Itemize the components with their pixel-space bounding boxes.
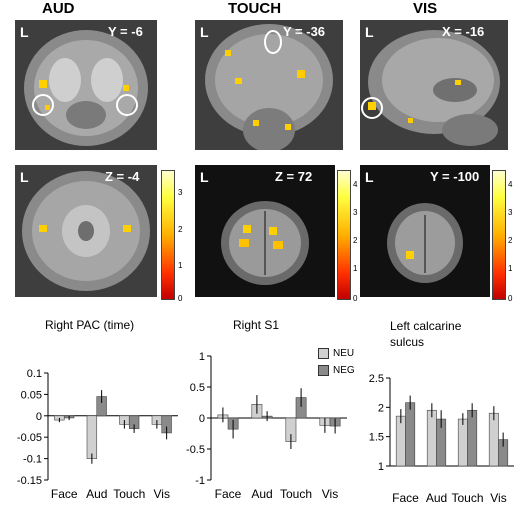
colorbar-tick: 3 <box>353 208 358 217</box>
y-tick-label: 1 <box>378 461 384 473</box>
brain-axial-aud-image <box>22 171 150 291</box>
chart-title-right-pac: Right PAC (time) <box>45 318 135 332</box>
brain-axial-touch-image <box>221 201 309 285</box>
column-title-aud: AUD <box>42 0 75 17</box>
colorbar-tick: 3 <box>178 188 183 197</box>
y-tick-label: -0.1 <box>23 454 42 466</box>
bar-neg <box>405 402 416 467</box>
panel-label-left: L <box>20 169 29 185</box>
chart-title-left-calcarine: Left calcarine sulcus <box>390 319 462 349</box>
panel-label-left: L <box>20 24 29 40</box>
colorbar-tick: 1 <box>353 264 358 273</box>
slice-coordinate: X = -16 <box>442 24 485 39</box>
bar-chart-right-s1: -1 -0.5 0 0.5 1 Face Aud Touch Vis <box>186 351 347 501</box>
colorbar-tick: 2 <box>353 236 358 245</box>
panel-label-left: L <box>365 24 374 40</box>
x-tick-label: Aud <box>426 491 447 505</box>
y-tick-label: 2.5 <box>369 373 384 385</box>
colorbar-tick: 1 <box>508 264 513 273</box>
panel-label-left: L <box>365 169 374 185</box>
colorbar-tick: 4 <box>353 180 358 189</box>
x-tick-label: Face <box>51 487 78 501</box>
legend-label-neg: NEG <box>333 365 355 376</box>
slice-coordinate: Y = -100 <box>430 169 480 184</box>
colorbar-vis <box>492 170 506 300</box>
x-tick-label: Vis <box>490 491 506 505</box>
y-tick-label: 0 <box>199 413 205 425</box>
colorbar-tick: 4 <box>508 180 513 189</box>
y-tick-label: -0.05 <box>17 432 42 444</box>
x-tick-label: Touch <box>113 487 145 501</box>
column-title-touch: TOUCH <box>228 0 282 17</box>
bar-neu <box>426 409 437 467</box>
panel-label-left: L <box>200 169 209 185</box>
colorbar-touch <box>337 170 351 300</box>
brain-coronal-touch: L Y = -36 <box>195 20 343 150</box>
colorbar-tick: 3 <box>508 208 513 217</box>
colorbar-aud <box>161 170 175 300</box>
colorbar-tick: 2 <box>178 225 183 234</box>
x-tick-label: Touch <box>280 487 312 501</box>
legend-swatch-neu <box>318 348 329 359</box>
brain-sagittal-vis: L X = -16 <box>360 20 508 150</box>
colorbar-tick: 0 <box>353 294 358 303</box>
legend-swatch-neg <box>318 365 329 376</box>
brain-axial-aud: L Z = -4 <box>15 165 157 297</box>
slice-coordinate: Z = 72 <box>275 169 313 184</box>
x-tick-label: Touch <box>451 491 483 505</box>
brain-coronal-vis-image <box>387 203 463 283</box>
bar-neu <box>395 415 406 467</box>
colorbar-tick: 0 <box>508 294 513 303</box>
x-tick-label: Aud <box>251 487 272 501</box>
panel-label-left: L <box>200 24 209 40</box>
y-tick-label: -1 <box>195 475 205 487</box>
bar-neu <box>457 418 468 467</box>
brain-coronal-aud: L Y = -6 <box>15 20 157 150</box>
brain-sagittal-vis-image <box>361 30 500 146</box>
x-tick-label: Vis <box>154 487 170 501</box>
colorbar-tick: 2 <box>508 236 513 245</box>
slice-coordinate: Y = -6 <box>108 24 143 39</box>
x-tick-label: Vis <box>322 487 338 501</box>
colorbar-tick: 1 <box>178 261 183 270</box>
y-tick-label: 1.5 <box>369 432 384 444</box>
y-tick-label: 0 <box>36 411 42 423</box>
legend-label-neu: NEU <box>333 348 355 359</box>
x-tick-label: Face <box>215 487 242 501</box>
bar-neg <box>467 409 478 467</box>
y-tick-label: 2 <box>378 402 384 414</box>
slice-coordinate: Y = -36 <box>283 24 326 39</box>
y-tick-label: 0.1 <box>27 368 42 380</box>
bar-chart-right-pac: -0.15 -0.1 -0.05 0 0.05 0.1 Face Aud Touch Vis <box>17 368 178 501</box>
legend: NEU NEG <box>318 348 355 376</box>
x-tick-label: Aud <box>86 487 107 501</box>
bar-chart-left-calcarine: 1 1.5 2 2.5 Face Aud Touch Vis <box>369 373 514 505</box>
y-tick-label: 1 <box>199 351 205 363</box>
brain-coronal-vis: L Y = -100 <box>360 165 490 297</box>
y-tick-label: -0.5 <box>186 444 205 456</box>
bar-neu <box>488 412 499 467</box>
y-tick-label: 0.05 <box>21 389 42 401</box>
column-title-vis: VIS <box>413 0 438 17</box>
x-tick-label: Face <box>392 491 419 505</box>
brain-coronal-aud-image <box>24 30 148 146</box>
brain-coronal-touch-image <box>205 24 333 150</box>
bar-neu <box>86 415 98 459</box>
y-tick-label: -0.15 <box>17 475 42 487</box>
colorbar-tick: 0 <box>178 294 183 303</box>
chart-title-right-s1: Right S1 <box>233 318 280 332</box>
y-tick-label: 0.5 <box>190 382 205 394</box>
brain-axial-touch: L Z = 72 <box>195 165 335 297</box>
slice-coordinate: Z = -4 <box>105 169 140 184</box>
